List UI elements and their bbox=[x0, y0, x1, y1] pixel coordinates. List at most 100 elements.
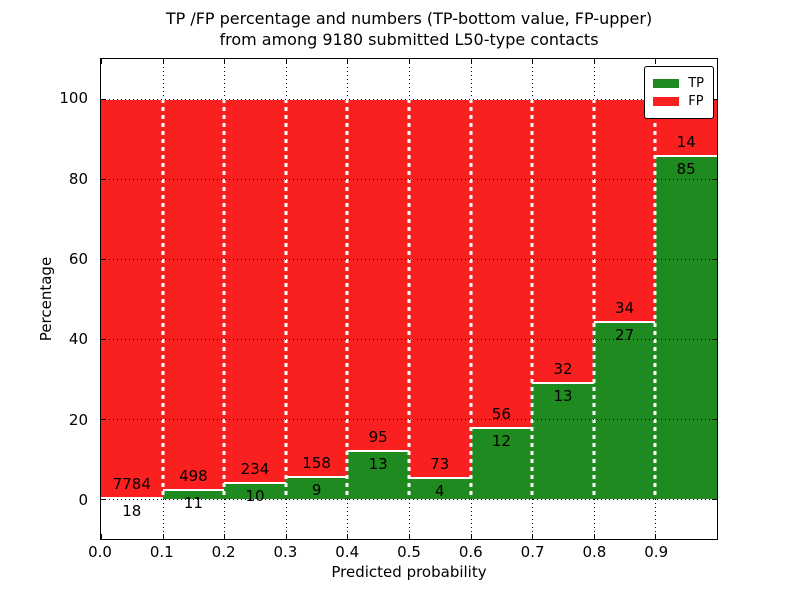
tp-fp-boundary-line bbox=[224, 481, 286, 484]
tp-fp-boundary-line bbox=[409, 477, 471, 480]
tp-bar-segment bbox=[470, 428, 533, 499]
x-tick-mark-top bbox=[409, 59, 410, 64]
tp-bar-segment bbox=[655, 155, 717, 499]
tp-bar-segment bbox=[409, 478, 471, 499]
tp-count-label: 11 bbox=[183, 494, 203, 513]
tp-fp-boundary-line bbox=[285, 476, 348, 479]
y-gridline bbox=[101, 259, 717, 260]
x-tick-label: 0.1 bbox=[149, 543, 174, 561]
chart-title-line2: from among 9180 submitted L50-type conta… bbox=[219, 30, 599, 49]
x-tick-mark-top bbox=[224, 59, 226, 64]
y-gridline bbox=[101, 179, 717, 180]
fp-count-label: 95 bbox=[368, 427, 388, 446]
x-tick-mark-bottom bbox=[101, 534, 102, 539]
bar-separator bbox=[469, 98, 473, 499]
fp-count-label: 14 bbox=[676, 132, 696, 151]
y-tick-mark-right bbox=[712, 179, 717, 180]
tp-bar-segment bbox=[532, 383, 594, 499]
y-tick-label: 60 bbox=[68, 249, 88, 268]
bar-separator bbox=[407, 98, 411, 499]
tp-fp-boundary-line bbox=[101, 497, 163, 500]
fp-bar-segment bbox=[224, 98, 286, 483]
x-tick-label: 0.6 bbox=[458, 543, 483, 561]
y-tick-mark-right bbox=[712, 98, 717, 100]
x-axis-label: Predicted probability bbox=[331, 563, 487, 581]
legend: TP FP bbox=[644, 66, 714, 119]
tp-legend-label: TP bbox=[688, 76, 704, 91]
x-tick-label: 0.2 bbox=[211, 543, 236, 561]
y-tick-label: 80 bbox=[68, 169, 88, 188]
chart-title: TP /FP percentage and numbers (TP-bottom… bbox=[100, 8, 718, 50]
y-gridline bbox=[101, 499, 717, 500]
y-tick-label: 40 bbox=[68, 330, 88, 349]
x-tick-mark-bottom bbox=[655, 534, 657, 539]
y-gridline bbox=[101, 98, 717, 100]
tp-legend-swatch bbox=[653, 79, 680, 88]
fp-count-label: 56 bbox=[491, 405, 511, 424]
x-tick-mark-bottom bbox=[532, 534, 534, 539]
y-gridline bbox=[101, 339, 717, 340]
y-tick-mark-left bbox=[101, 339, 106, 340]
fp-count-label: 73 bbox=[430, 455, 450, 474]
fp-count-label: 234 bbox=[240, 459, 270, 478]
tp-fp-boundary-line bbox=[532, 382, 594, 385]
x-tick-label: 0.0 bbox=[88, 543, 112, 561]
chart-title-line1: TP /FP percentage and numbers (TP-bottom… bbox=[165, 9, 653, 28]
x-tick-label: 0.5 bbox=[397, 543, 421, 561]
y-tick-mark-right bbox=[712, 339, 717, 340]
tp-fp-boundary-line bbox=[593, 320, 656, 323]
x-tick-label: 0.8 bbox=[582, 543, 607, 561]
x-tick-mark-top bbox=[655, 59, 657, 64]
y-gridline bbox=[101, 419, 717, 420]
fp-bar-segment bbox=[162, 98, 225, 491]
x-tick-mark-bottom bbox=[224, 534, 226, 539]
fp-bar-segment bbox=[285, 98, 348, 478]
x-tick-mark-bottom bbox=[285, 534, 287, 539]
fp-count-label: 158 bbox=[302, 454, 331, 473]
fp-legend-label: FP bbox=[688, 94, 704, 109]
tp-count-label: 13 bbox=[553, 387, 573, 406]
fp-bar-segment bbox=[101, 98, 163, 499]
bar-separator bbox=[284, 98, 288, 499]
x-tick-mark-bottom bbox=[593, 534, 595, 539]
x-tick-mark-bottom bbox=[162, 534, 164, 539]
tp-count-label: 4 bbox=[435, 482, 445, 501]
tp-count-label: 18 bbox=[122, 502, 142, 521]
tp-fp-boundary-line bbox=[655, 154, 717, 157]
x-tick-mark-bottom bbox=[347, 534, 349, 539]
fp-bar-segment bbox=[470, 98, 533, 429]
tp-count-label: 27 bbox=[615, 325, 635, 344]
tp-count-label: 12 bbox=[491, 432, 511, 451]
x-tick-mark-top bbox=[593, 59, 595, 64]
x-tick-mark-bottom bbox=[470, 534, 472, 539]
tp-bar-segment bbox=[224, 482, 286, 499]
y-tick-mark-left bbox=[101, 98, 106, 100]
x-tick-mark-top bbox=[101, 59, 102, 64]
plot-area: TP FP 7784 18 498 11 234 10 158 9 95 13 73 4 56 12 32 1… bbox=[100, 58, 718, 540]
y-tick-mark-left bbox=[101, 499, 106, 500]
fp-count-label: 32 bbox=[553, 360, 573, 379]
tp-count-label: 9 bbox=[311, 481, 322, 500]
legend-item-tp: TP bbox=[653, 76, 704, 91]
y-tick-mark-left bbox=[101, 259, 106, 260]
bar-separator bbox=[592, 98, 596, 499]
fp-bar-segment bbox=[532, 98, 594, 384]
y-tick-label: 0 bbox=[78, 490, 88, 509]
x-tick-label: 0.9 bbox=[644, 543, 669, 561]
x-tick-mark-bottom bbox=[409, 534, 410, 539]
tp-count-label: 13 bbox=[368, 454, 388, 473]
bar-separator bbox=[345, 98, 349, 499]
y-axis-label: Percentage bbox=[37, 256, 55, 342]
bar-separator bbox=[222, 98, 226, 499]
x-tick-mark-top bbox=[470, 59, 472, 64]
y-tick-mark-right bbox=[712, 419, 717, 420]
x-tick-mark-top bbox=[347, 59, 349, 64]
fp-bar-segment bbox=[593, 98, 656, 322]
x-tick-label: 0.3 bbox=[273, 543, 298, 561]
fp-count-label: 498 bbox=[179, 467, 208, 486]
tp-fp-boundary-line bbox=[470, 427, 533, 430]
x-tick-mark-top bbox=[162, 59, 164, 64]
tp-bar-segment bbox=[347, 450, 409, 499]
tp-fp-boundary-line bbox=[347, 449, 409, 452]
